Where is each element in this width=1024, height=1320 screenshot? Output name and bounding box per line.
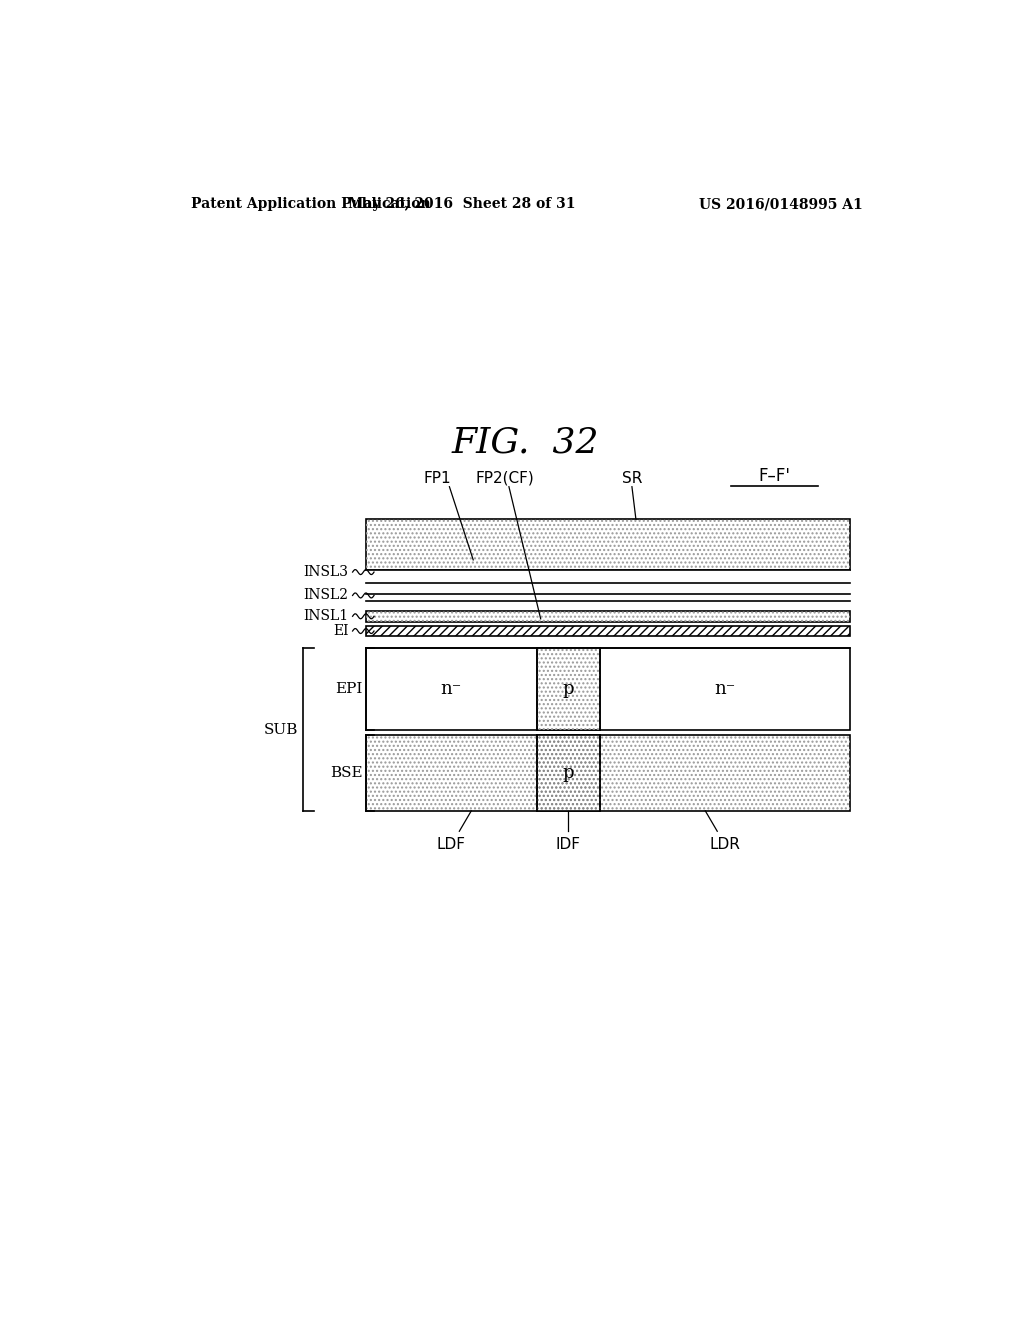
- Text: LDR: LDR: [710, 837, 740, 853]
- Bar: [367, 626, 850, 636]
- Text: BSE: BSE: [331, 766, 362, 780]
- Bar: [367, 735, 850, 810]
- Bar: [367, 594, 850, 601]
- Text: Patent Application Publication: Patent Application Publication: [191, 197, 431, 211]
- Bar: [537, 648, 600, 730]
- Text: INSL1: INSL1: [303, 610, 348, 623]
- Bar: [367, 519, 850, 570]
- Bar: [367, 519, 850, 570]
- Text: EI: EI: [333, 624, 348, 638]
- Bar: [367, 626, 850, 636]
- Bar: [537, 735, 600, 810]
- Text: SUB: SUB: [264, 722, 299, 737]
- Bar: [537, 735, 600, 810]
- Text: IDF: IDF: [556, 837, 581, 853]
- Bar: [537, 648, 600, 730]
- Text: LDF: LDF: [437, 837, 466, 853]
- Bar: [367, 570, 850, 583]
- Text: n⁻: n⁻: [440, 680, 462, 698]
- Text: FIG.  32: FIG. 32: [451, 426, 599, 459]
- Text: US 2016/0148995 A1: US 2016/0148995 A1: [699, 197, 863, 211]
- Text: p: p: [563, 764, 574, 781]
- Text: n⁻: n⁻: [715, 680, 736, 698]
- Bar: [367, 648, 850, 730]
- Text: EPI: EPI: [336, 682, 362, 696]
- Text: May 26, 2016  Sheet 28 of 31: May 26, 2016 Sheet 28 of 31: [347, 197, 575, 211]
- Bar: [367, 611, 850, 622]
- Text: INSL3: INSL3: [304, 565, 348, 579]
- Text: SR: SR: [622, 471, 642, 486]
- Bar: [367, 735, 850, 810]
- Bar: [367, 611, 850, 622]
- Text: p: p: [563, 680, 574, 698]
- Text: INSL2: INSL2: [304, 589, 348, 602]
- Text: FP1: FP1: [424, 471, 452, 486]
- Text: F–F': F–F': [759, 467, 791, 484]
- Text: FP2(CF): FP2(CF): [475, 471, 535, 486]
